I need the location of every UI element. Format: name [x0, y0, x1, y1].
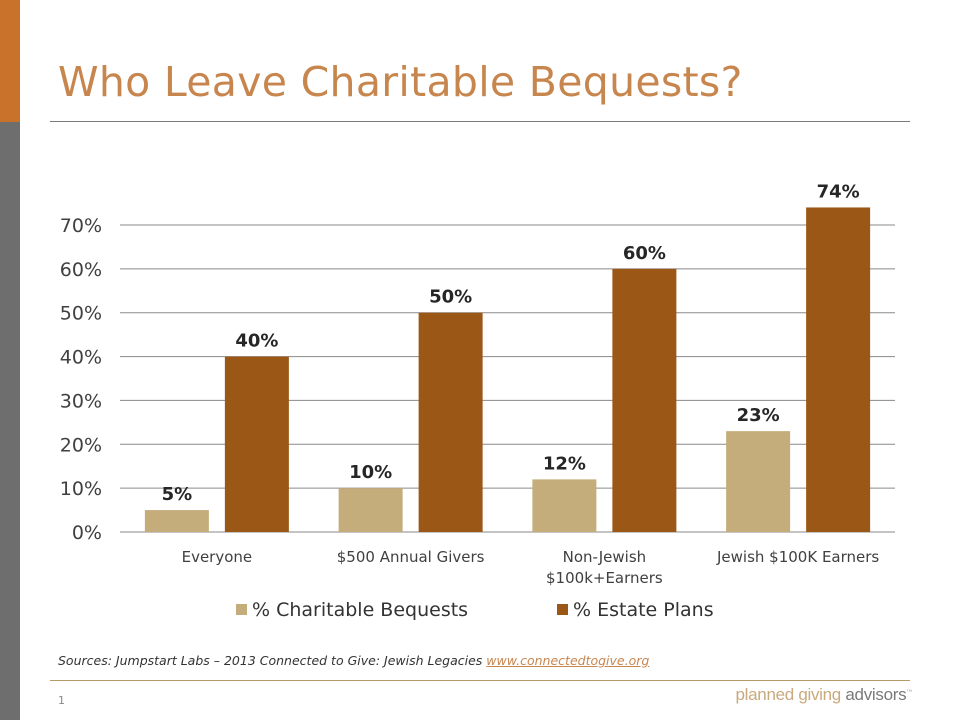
bar-chart: 0% 10% 20% 30% 40% 50% 60% 70% 5% 40% Everyone 10% 5…	[60, 181, 895, 621]
logo-part1: planned giving	[735, 685, 842, 704]
data-label: 74%	[817, 181, 860, 202]
x-tick-label: Jewish $100K Earners	[716, 548, 879, 566]
bar-estate-plans	[806, 207, 871, 532]
sources-note: Sources: Jumpstart Labs – 2013 Connected…	[58, 653, 649, 668]
bar-charitable-bequests	[144, 510, 209, 532]
data-label: 12%	[543, 453, 586, 474]
bar-estate-plans	[418, 312, 483, 532]
sources-text: Sources: Jumpstart Labs – 2013 Connected…	[58, 653, 487, 668]
y-tick-label: 50%	[60, 303, 102, 325]
data-label: 50%	[429, 287, 472, 308]
bar-charitable-bequests	[532, 479, 597, 532]
y-tick-label: 20%	[60, 434, 102, 456]
y-tick-label: 10%	[60, 478, 102, 500]
slide-title: Who Leave Charitable Bequests?	[58, 58, 743, 106]
logo-trademark: ™	[906, 689, 912, 696]
legend-swatch	[557, 604, 568, 615]
data-label: 5%	[162, 484, 193, 505]
y-tick-label: 0%	[72, 522, 102, 544]
company-logo: planned giving advisors™	[735, 685, 913, 705]
bar-estate-plans	[612, 268, 677, 532]
legend-swatch	[236, 604, 247, 615]
accent-bar-orange	[0, 0, 20, 122]
title-divider	[50, 121, 910, 122]
logo-part2: advisors	[840, 685, 907, 704]
y-tick-label: 70%	[60, 215, 102, 237]
data-label: 60%	[623, 243, 666, 264]
x-tick-label: Everyone	[182, 548, 253, 566]
data-label: 23%	[737, 405, 780, 426]
x-tick-label: $100k+Earners	[546, 569, 663, 587]
page-number: 1	[58, 694, 65, 707]
bar-estate-plans	[224, 356, 289, 532]
bar-charitable-bequests	[338, 488, 403, 532]
data-label: 40%	[235, 331, 278, 352]
legend-label: % Estate Plans	[573, 599, 714, 621]
x-tick-label: $500 Annual Givers	[337, 548, 485, 566]
y-tick-label: 30%	[60, 390, 102, 412]
footer-divider	[50, 680, 910, 681]
accent-bar-gray	[0, 122, 20, 720]
sources-link[interactable]: www.connectedtogive.org	[486, 653, 650, 668]
x-tick-label: Non-Jewish	[563, 548, 647, 566]
y-tick-label: 60%	[60, 259, 102, 281]
y-tick-label: 40%	[60, 347, 102, 369]
data-label: 10%	[349, 462, 392, 483]
legend-label: % Charitable Bequests	[252, 599, 468, 621]
bar-charitable-bequests	[726, 431, 791, 532]
